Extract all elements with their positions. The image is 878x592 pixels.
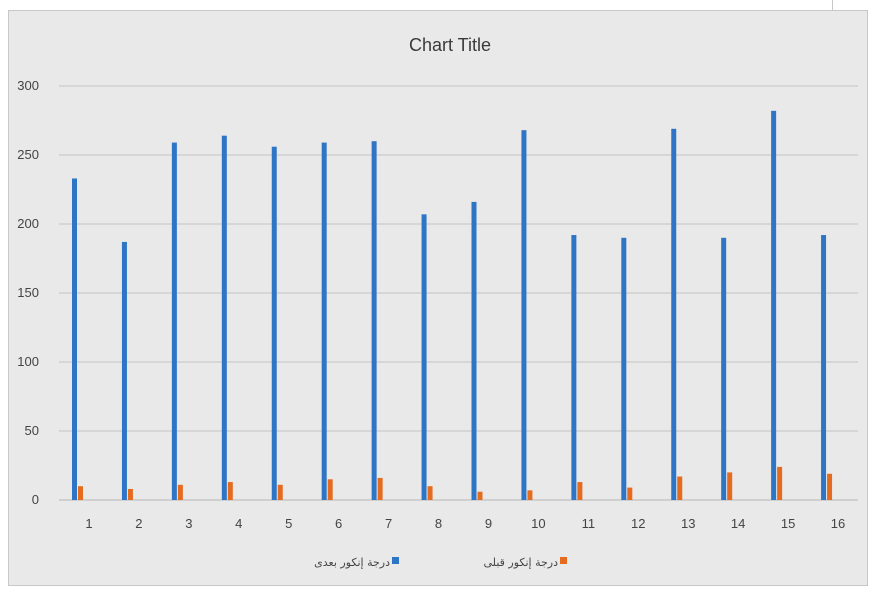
x-tick-label: 5 [285,516,292,531]
x-tick-label: 10 [531,516,545,531]
bar-series-0-category-12 [621,237,627,501]
gridlines [59,85,858,501]
legend-label-series-1: درجة إنكور قبلى [484,556,559,569]
x-tick-label: 13 [681,516,695,531]
y-tick-label: 50 [25,423,39,438]
y-tick-label: 150 [17,285,39,300]
x-tick-label: 12 [631,516,645,531]
y-tick-label: 100 [17,354,39,369]
bar-series-1-category-3 [177,484,183,500]
bar-series-0-category-13 [671,128,677,500]
bar-series-1-category-2 [127,488,133,500]
bar-series-1-category-10 [527,490,533,500]
bar-series-1-category-1 [78,486,83,500]
bar-series-0-category-3 [171,142,177,500]
bar-series-1-category-14 [727,472,733,500]
bar-series-0-category-4 [221,135,227,500]
x-tick-label: 1 [85,516,92,531]
legend-item-series-0: درجة إنكور بعدى [314,556,399,569]
x-tick-label: 9 [485,516,492,531]
x-tick-label: 2 [135,516,142,531]
legend-swatch-series-1 [560,557,567,564]
y-axis-tick-labels: 0 50 100 150 200 250 300 [17,78,39,507]
x-tick-label: 6 [335,516,342,531]
x-tick-label: 16 [831,516,845,531]
bar-series-1-category-9 [477,491,483,500]
x-axis-tick-labels: 1 2 3 4 5 6 7 8 9 10 11 12 13 14 15 16 [85,516,845,531]
y-tick-label: 200 [17,216,39,231]
x-tick-label: 15 [781,516,795,531]
bar-series-0-category-15 [771,110,777,500]
bar-series-0-category-6 [321,142,327,500]
x-tick-label: 4 [235,516,242,531]
window-edge-line [832,0,833,10]
bar-series-0-category-5 [271,146,277,500]
bar-series-1-category-5 [277,484,283,500]
bar-series-0-category-2 [121,241,127,500]
bars [72,110,833,501]
x-tick-label: 7 [385,516,392,531]
x-tick-label: 11 [582,516,596,531]
bar-series-1-category-8 [427,486,433,500]
bar-series-0-category-9 [471,201,477,501]
bar-series-0-category-8 [421,214,427,500]
y-tick-label: 250 [17,147,39,162]
bar-series-0-category-16 [821,235,827,501]
legend-label-series-0: درجة إنكور بعدى [314,556,390,569]
bar-series-0-category-14 [721,237,727,501]
legend-swatch-series-0 [392,557,399,564]
bar-series-1-category-6 [327,479,333,500]
x-tick-label: 3 [185,516,192,531]
y-tick-label: 300 [17,78,39,93]
x-tick-label: 8 [435,516,442,531]
bar-series-0-category-10 [521,130,527,500]
bar-series-1-category-12 [627,487,633,500]
legend: درجة إنكور بعدى درجة إنكور قبلى [314,556,567,569]
bar-series-0-category-1 [72,178,77,500]
bar-series-0-category-11 [571,235,577,501]
y-tick-label: 0 [32,492,39,507]
bar-series-1-category-11 [577,482,583,500]
x-tick-label: 14 [731,516,745,531]
chart-title: Chart Title [409,35,491,55]
bar-series-1-category-7 [377,477,383,500]
bar-series-1-category-15 [777,466,783,500]
legend-item-series-1: درجة إنكور قبلى [484,556,567,569]
bar-series-1-category-16 [827,473,833,500]
bar-series-1-category-4 [227,482,233,500]
bar-series-1-category-13 [677,476,683,500]
bar-series-0-category-7 [371,141,377,500]
